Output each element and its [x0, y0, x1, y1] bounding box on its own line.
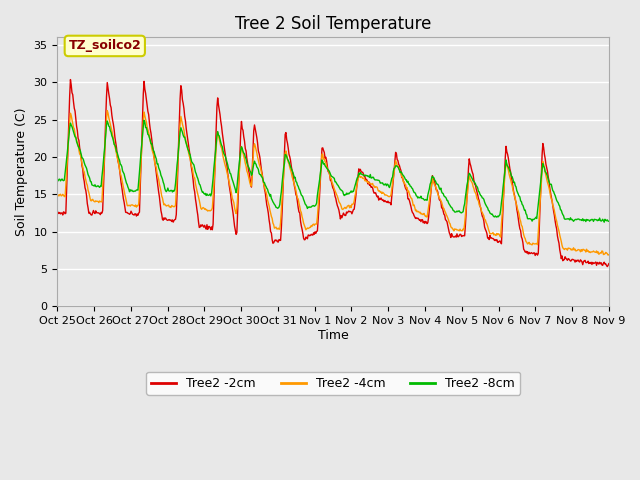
- Tree2 -8cm: [605, 218, 612, 224]
- Tree2 -8cm: [206, 191, 214, 197]
- Tree2 -2cm: [67, 77, 74, 83]
- Tree2 -2cm: [417, 219, 425, 225]
- Tree2 -8cm: [417, 193, 425, 199]
- Tree2 -4cm: [54, 193, 61, 199]
- Tree2 -2cm: [63, 164, 71, 170]
- Tree2 -4cm: [605, 252, 612, 258]
- Tree2 -4cm: [604, 252, 612, 258]
- Line: Tree2 -8cm: Tree2 -8cm: [58, 120, 609, 222]
- Tree2 -8cm: [63, 149, 71, 155]
- Line: Tree2 -4cm: Tree2 -4cm: [58, 110, 609, 255]
- Text: TZ_soilco2: TZ_soilco2: [68, 39, 141, 52]
- Tree2 -4cm: [206, 208, 214, 214]
- Tree2 -4cm: [401, 181, 409, 187]
- Tree2 -2cm: [177, 83, 185, 89]
- Tree2 -8cm: [140, 118, 148, 123]
- X-axis label: Time: Time: [317, 329, 349, 342]
- Tree2 -4cm: [104, 108, 111, 113]
- Tree2 -2cm: [401, 183, 409, 189]
- Tree2 -8cm: [600, 219, 608, 225]
- Tree2 -4cm: [121, 192, 129, 197]
- Tree2 -4cm: [417, 211, 425, 217]
- Tree2 -8cm: [177, 125, 185, 131]
- Tree2 -4cm: [177, 113, 185, 119]
- Tree2 -2cm: [605, 261, 612, 266]
- Line: Tree2 -2cm: Tree2 -2cm: [58, 80, 609, 266]
- Tree2 -2cm: [206, 225, 214, 230]
- Tree2 -4cm: [63, 157, 71, 163]
- Tree2 -2cm: [604, 264, 611, 269]
- Y-axis label: Soil Temperature (C): Soil Temperature (C): [15, 108, 28, 236]
- Tree2 -8cm: [120, 171, 128, 177]
- Legend: Tree2 -2cm, Tree2 -4cm, Tree2 -8cm: Tree2 -2cm, Tree2 -4cm, Tree2 -8cm: [146, 372, 520, 395]
- Tree2 -2cm: [121, 204, 129, 210]
- Title: Tree 2 Soil Temperature: Tree 2 Soil Temperature: [235, 15, 431, 33]
- Tree2 -8cm: [54, 179, 61, 184]
- Tree2 -8cm: [401, 175, 409, 181]
- Tree2 -2cm: [54, 208, 61, 214]
